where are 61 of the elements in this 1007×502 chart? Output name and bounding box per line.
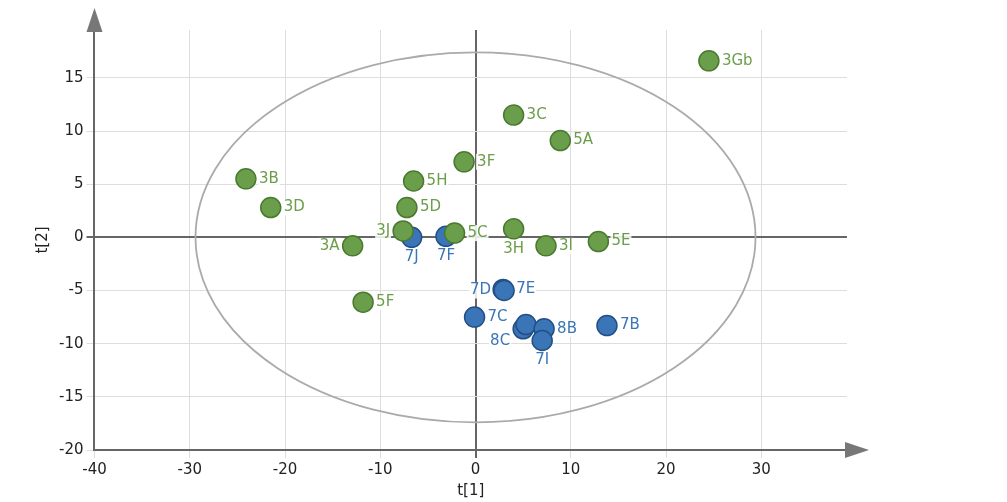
annotation: 7B: [619, 315, 640, 334]
annotation: 3H: [503, 238, 525, 257]
annotation: 7E: [516, 279, 536, 298]
annotation: 3B: [258, 168, 279, 187]
x-tick-label: -10: [368, 459, 393, 478]
y-axis-title: t[2]: [32, 226, 51, 254]
x-tick-label: 10: [561, 459, 581, 478]
annotation: 7J: [404, 247, 419, 266]
point: [352, 291, 374, 313]
y-tick-label: 10: [64, 120, 84, 139]
y-tick-label: 0: [73, 227, 84, 246]
point: [341, 235, 364, 257]
x-tick-label: -30: [177, 459, 202, 478]
point: [587, 230, 610, 253]
point: [259, 196, 282, 219]
point: [596, 314, 618, 337]
x-tick-label: 30: [751, 459, 771, 478]
x-tick-label: 0: [470, 459, 481, 478]
point: [235, 168, 257, 190]
annotation: 3D: [283, 197, 305, 216]
point: [402, 170, 425, 192]
annotation: 3Gb: [721, 50, 753, 69]
annotation: 3A: [319, 235, 341, 254]
point: [531, 329, 553, 352]
annotation: 5D: [419, 197, 442, 216]
point: [502, 104, 525, 126]
point: [392, 220, 414, 242]
y-tick-label: -10: [59, 333, 84, 352]
annotation: 5H: [426, 170, 448, 189]
point: [698, 50, 720, 72]
annotation: 3J: [376, 220, 391, 239]
annotation: 7D: [469, 280, 492, 299]
annotation: 5C: [467, 222, 488, 241]
point: [535, 235, 557, 257]
annotation: 5E: [611, 231, 631, 250]
point: [549, 129, 572, 152]
annotation: 5A: [573, 130, 594, 149]
x-tick-label: 20: [656, 459, 676, 478]
x-axis-title: t[1]: [457, 480, 485, 499]
annotation: 5F: [376, 292, 395, 311]
annotation: 3F: [477, 151, 496, 170]
point: [453, 151, 475, 173]
x-tick-label: -40: [82, 459, 107, 478]
y-tick-label: 15: [64, 67, 84, 86]
annotation: 3C: [526, 104, 547, 123]
annotation: 7I: [535, 350, 550, 369]
y-tick-label: -15: [59, 386, 84, 405]
point: [443, 222, 466, 244]
point: [502, 218, 525, 240]
annotation: 7C: [487, 306, 508, 325]
y-tick-label: -5: [68, 280, 84, 299]
x-tick-label: -20: [272, 459, 298, 478]
point: [396, 196, 418, 219]
annotation: 8B: [557, 318, 577, 337]
point: [515, 313, 537, 336]
point: [463, 306, 486, 328]
annotation: 8C: [490, 330, 511, 349]
y-tick-label: -20: [59, 439, 84, 458]
y-tick-label: 5: [73, 174, 84, 193]
annotation: 7F: [436, 246, 456, 265]
annotation: 3I: [559, 235, 573, 254]
